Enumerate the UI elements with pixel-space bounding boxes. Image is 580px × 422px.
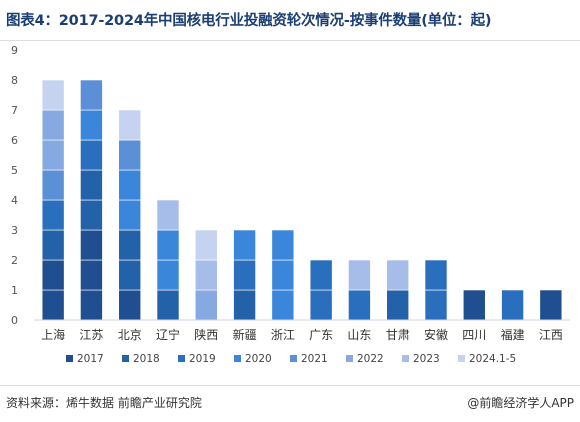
bar-segment	[41, 79, 65, 111]
footer: 资料来源：烯牛数据 前瞻产业研究院 @前瞻经济学人APP	[0, 385, 580, 422]
x-tick-label: 浙江	[271, 328, 295, 342]
legend-label: 2019	[189, 353, 216, 365]
bar-segment	[118, 199, 142, 231]
bar-segment	[118, 139, 142, 171]
bar-segment	[118, 169, 142, 201]
x-tick-label: 安徽	[424, 327, 448, 342]
bar-segment	[386, 289, 410, 321]
legend-swatch	[402, 355, 409, 362]
bar-segment	[41, 169, 65, 201]
bar-segment	[156, 289, 180, 321]
legend-label: 2017	[77, 353, 104, 365]
bar-segment	[80, 109, 103, 141]
bar-segment	[80, 79, 103, 111]
legend-swatch	[178, 355, 185, 362]
y-tick-label: 4	[11, 194, 18, 207]
legend-swatch	[290, 355, 297, 362]
bar-segment	[233, 259, 256, 291]
bars	[41, 79, 563, 321]
credit-text: @前瞻经济学人APP	[467, 396, 574, 410]
x-tick-label: 江西	[539, 328, 563, 342]
legend-swatch	[234, 355, 241, 362]
y-axis: 0 1 2 3 4 5 6 7 8 9	[11, 44, 18, 327]
x-tick-label: 上海	[41, 327, 65, 342]
y-tick-label: 1	[11, 284, 18, 297]
bar-segment	[41, 109, 65, 141]
bar-segment	[156, 229, 180, 261]
bar-segment	[41, 199, 65, 231]
bar-segment	[348, 259, 371, 291]
x-tick-label: 福建	[501, 327, 525, 342]
bar-segment	[271, 259, 295, 291]
bar-segment	[424, 289, 448, 321]
bar-segment	[41, 229, 65, 261]
bar-segment	[233, 289, 256, 321]
y-tick-label: 2	[11, 254, 18, 267]
y-tick-label: 7	[11, 104, 18, 117]
bar-segment	[539, 289, 563, 321]
x-tick-label: 新疆	[233, 327, 257, 342]
bar-segment	[156, 199, 180, 231]
bar-segment	[118, 289, 142, 321]
bar-segment	[348, 289, 371, 321]
y-tick-label: 3	[11, 224, 18, 237]
x-tick-label: 北京	[118, 328, 142, 342]
chart-title: 图表4：2017-2024年中国核电行业投融资轮次情况-按事件数量(单位：起)	[6, 13, 492, 29]
legend-label: 2024.1-5	[469, 353, 516, 365]
bar-segment	[80, 229, 103, 261]
legend-label: 2018	[133, 353, 160, 365]
x-tick-label: 四川	[462, 328, 486, 342]
legend-swatch	[346, 355, 353, 362]
bar-segment	[80, 169, 103, 201]
bar-segment	[41, 139, 65, 171]
bar-segment	[118, 229, 142, 261]
bar-segment	[41, 259, 65, 291]
legend-swatch	[122, 355, 129, 362]
legend-swatch	[66, 355, 73, 362]
x-tick-label: 江苏	[79, 328, 103, 342]
source-text: 资料来源：烯牛数据 前瞻产业研究院	[6, 396, 202, 410]
legend-label: 2020	[245, 353, 272, 365]
legend-label: 2021	[301, 353, 328, 365]
y-tick-label: 9	[11, 44, 18, 57]
bar-segment	[271, 289, 295, 321]
y-tick-label: 5	[11, 164, 18, 177]
bar-segment	[501, 289, 524, 321]
bar-segment	[462, 289, 486, 321]
bar-segment	[41, 289, 65, 321]
x-tick-label: 甘肃	[386, 328, 410, 342]
bar-segment	[424, 259, 448, 291]
bar-segment	[80, 139, 103, 171]
bar-segment	[80, 289, 103, 321]
y-tick-label: 8	[11, 74, 18, 87]
x-tick-label: 辽宁	[156, 327, 180, 342]
bar-segment	[118, 259, 142, 291]
legend-swatch	[458, 355, 465, 362]
title-bar: 图表4：2017-2024年中国核电行业投融资轮次情况-按事件数量(单位：起)	[0, 0, 580, 41]
x-tick-label: 广东	[309, 328, 333, 342]
y-tick-label: 6	[11, 134, 18, 147]
y-tick-label: 0	[11, 314, 18, 327]
bar-segment	[271, 229, 295, 261]
bar-segment	[156, 259, 180, 291]
bar-segment	[80, 199, 103, 231]
legend-label: 2022	[357, 353, 384, 365]
x-tick-label: 陕西	[194, 327, 218, 342]
x-axis: 上海 江苏 北京 辽宁 陕西 新疆 浙江 广东 山东 甘肃 安徽 四川 福建 江西	[41, 327, 563, 342]
bar-segment	[194, 259, 218, 291]
legend-label: 2023	[413, 353, 440, 365]
bar-segment	[309, 289, 333, 321]
x-tick-label: 山东	[347, 328, 371, 342]
legend: 2017 2018 2019 2020 2021 2022 2023 2024.1-5	[66, 353, 516, 365]
bar-segment	[118, 109, 142, 141]
bar-segment	[309, 259, 333, 291]
bar-segment	[80, 259, 103, 291]
bar-segment	[194, 229, 218, 261]
bar-segment	[233, 229, 256, 261]
bar-segment	[194, 289, 218, 321]
bar-segment	[386, 259, 410, 291]
